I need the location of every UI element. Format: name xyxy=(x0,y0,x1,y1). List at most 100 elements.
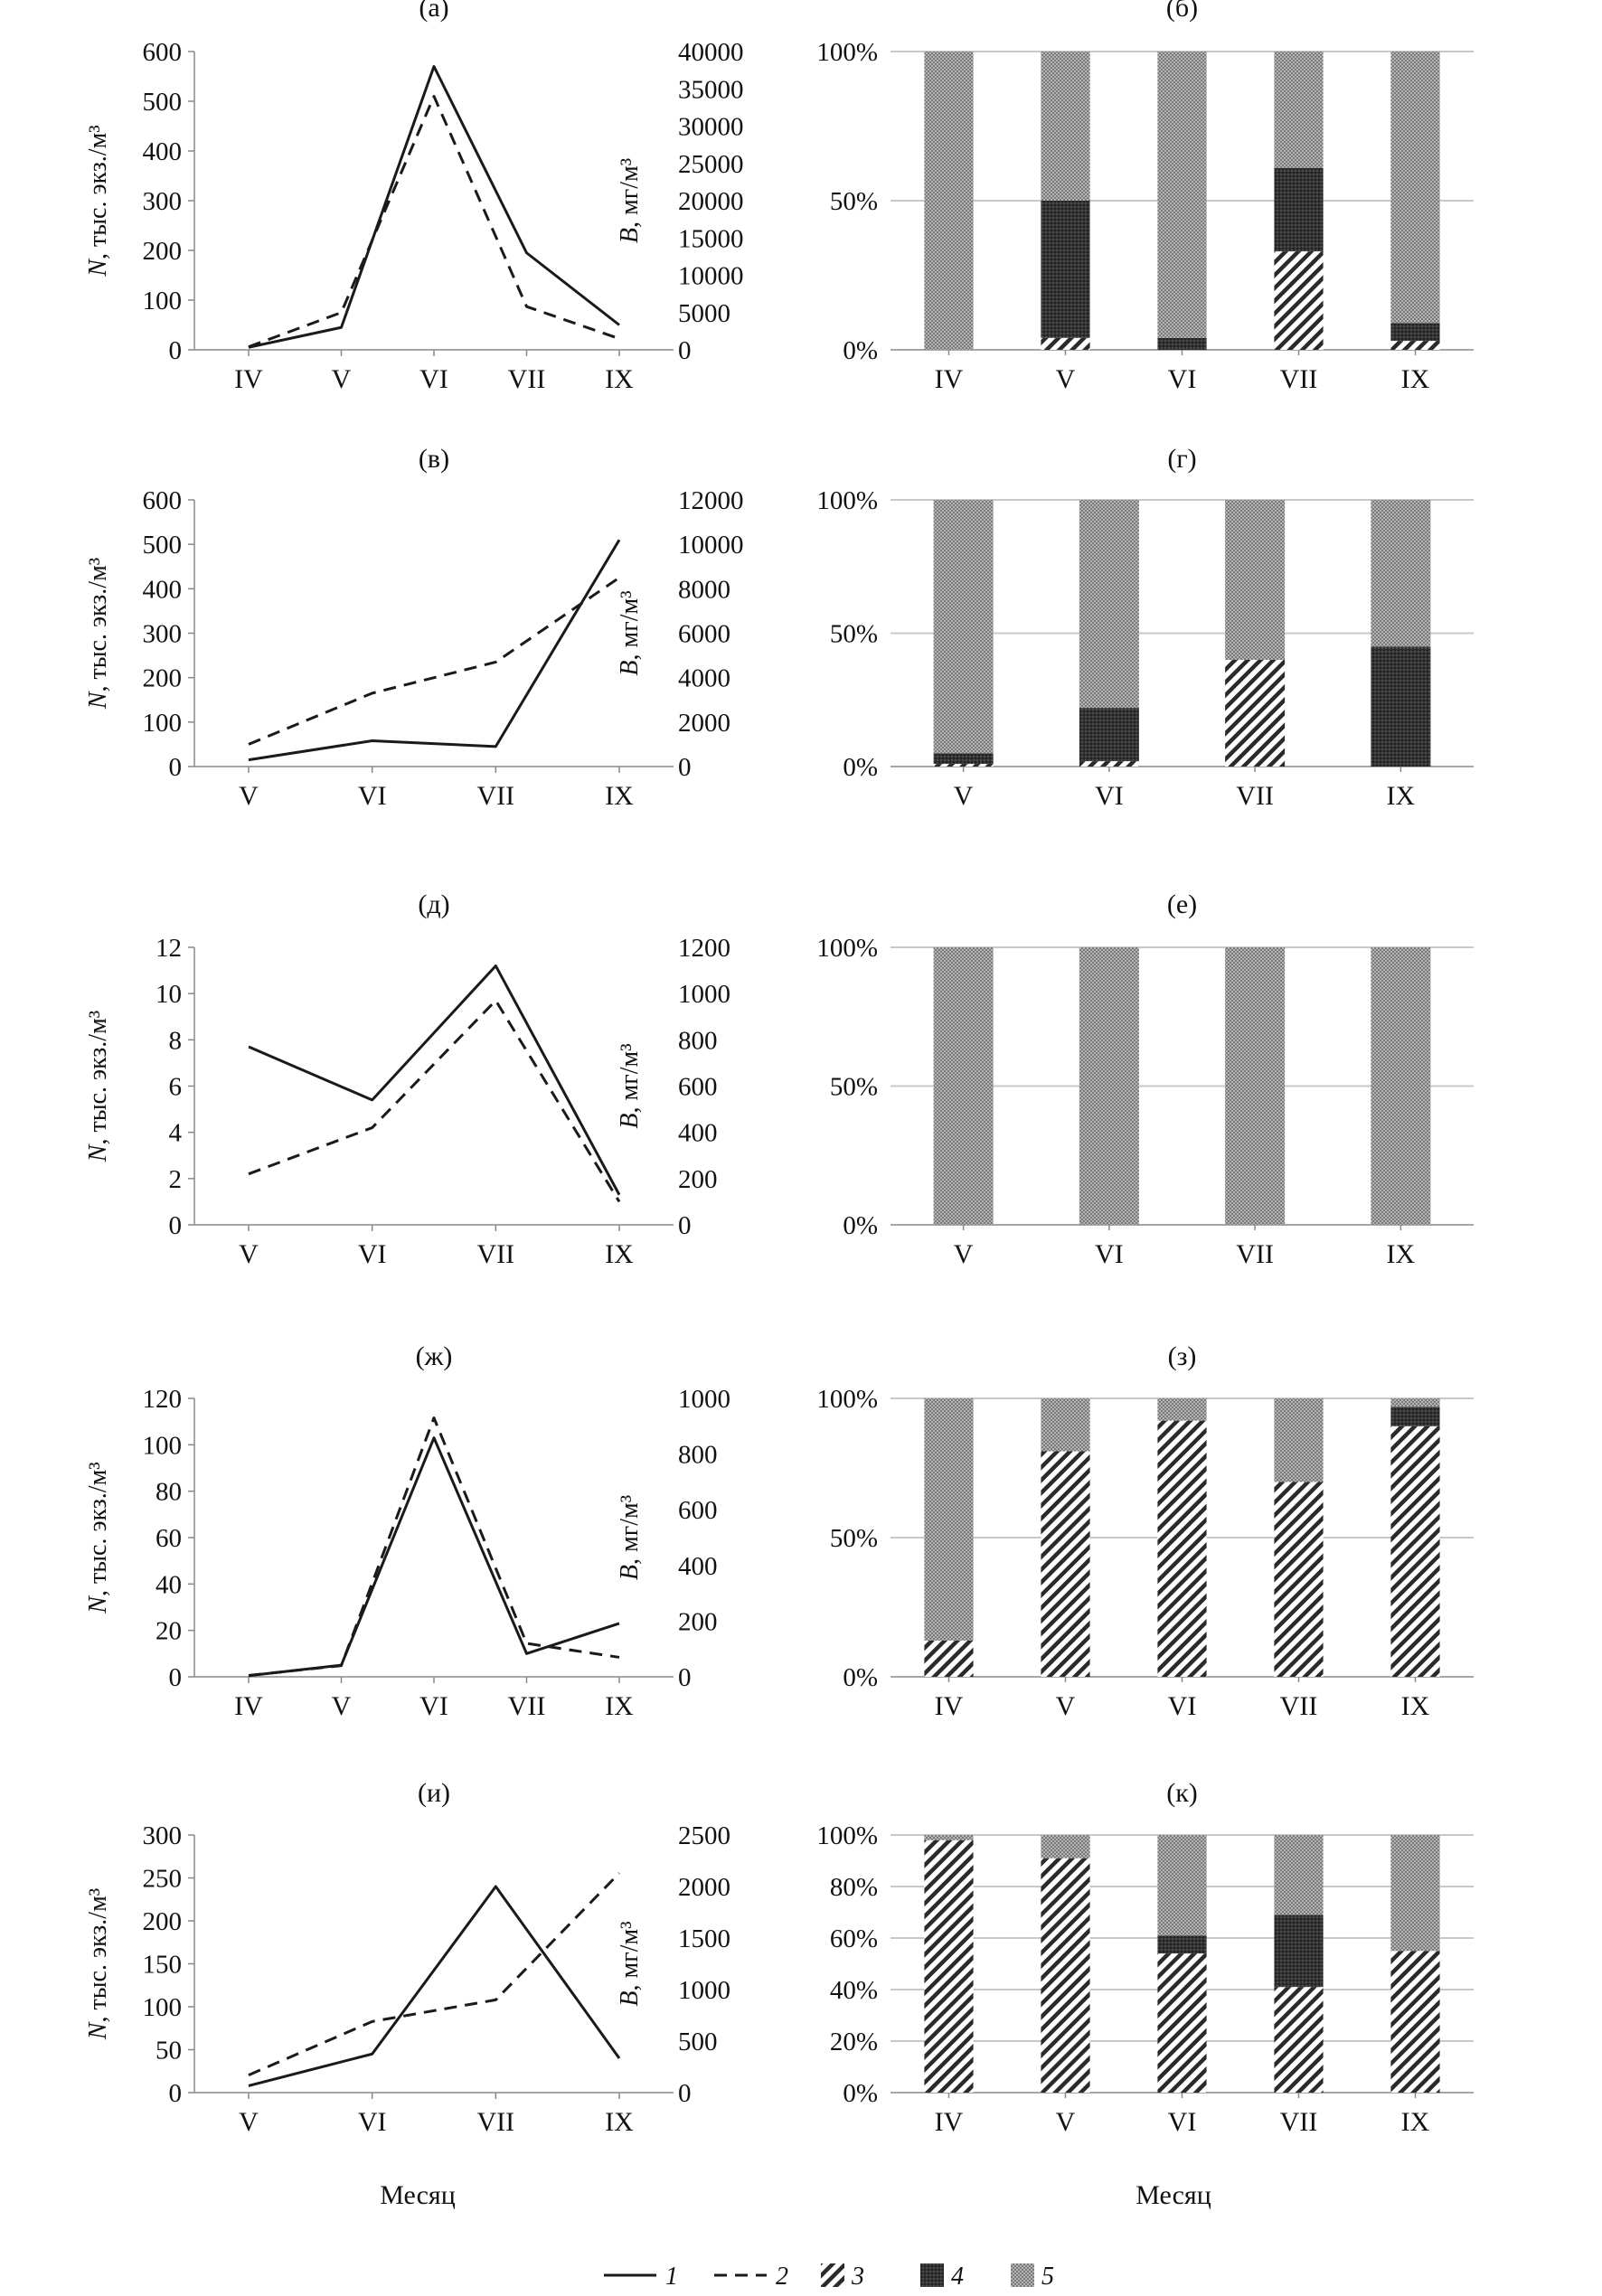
y-axis-title-left: N, тыс. экз./м³ xyxy=(84,558,112,710)
y-tick-label: 500 xyxy=(143,531,183,560)
x-tick-label: V xyxy=(239,2107,259,2137)
legend-label: 2 xyxy=(776,2263,788,2291)
bar-segment-3 xyxy=(1041,337,1090,350)
y2-tick-label: 2500 xyxy=(678,1821,730,1850)
y2-tick-label: 1200 xyxy=(678,934,730,963)
legend: 1 2 3 4 5 xyxy=(604,2263,1054,2291)
x-tick-label: IX xyxy=(1401,2107,1430,2137)
y2-tick-label: 20000 xyxy=(678,187,744,216)
y-tick-label: 250 xyxy=(143,1865,183,1894)
y-axis-title-left: N, тыс. экз./м³ xyxy=(84,125,112,277)
y-tick-label: 6 xyxy=(169,1073,183,1102)
legend-swatch-dark xyxy=(920,2263,944,2287)
x-tick-label: IX xyxy=(1387,1239,1416,1269)
y2-tick-label: 5000 xyxy=(678,299,730,328)
chart-panel-k: (к) 0% 20% 40% 60% 80% 100% IV V VI VII IX xyxy=(816,1778,1474,2137)
bar-segment-5 xyxy=(1079,500,1139,709)
y2-tick-label: 30000 xyxy=(678,113,744,142)
x-tick-label: VI xyxy=(1168,2107,1197,2137)
y-tick-label: 0 xyxy=(169,2079,183,2108)
x-tick-label: VII xyxy=(1236,1239,1274,1269)
y-tick-label: 10 xyxy=(155,980,182,1009)
bar-segment-5 xyxy=(1390,1835,1440,1952)
y-tick-label: 0% xyxy=(843,336,878,365)
bar-segment-5 xyxy=(1390,52,1440,324)
series-line-2 xyxy=(248,576,620,746)
y2-tick-label: 2000 xyxy=(678,709,730,738)
bar-segment-4 xyxy=(1041,201,1090,338)
bar-segment-4 xyxy=(1274,167,1324,252)
y-tick-label: 80% xyxy=(830,1873,878,1902)
x-tick-label: VII xyxy=(1280,2107,1318,2137)
bar-segment-5 xyxy=(1079,947,1139,1225)
y-tick-label: 300 xyxy=(143,620,183,649)
x-axis-title-right: Месяц xyxy=(1136,2180,1211,2210)
bar-segment-3 xyxy=(1390,1426,1440,1677)
y-tick-label: 4 xyxy=(169,1119,183,1148)
x-tick-label: VI xyxy=(358,1239,387,1269)
legend-item-5: 5 xyxy=(1011,2263,1054,2291)
x-tick-label: VII xyxy=(1236,781,1274,811)
x-tick-label: IX xyxy=(1387,781,1416,811)
y2-tick-label: 0 xyxy=(678,1211,692,1240)
chart-panel-g: (ж) 0 20 40 60 80 100 120 0 200 400 600 800 1000 N, ты… xyxy=(84,1341,730,1721)
x-tick-label: V xyxy=(332,364,352,394)
y-tick-label: 12 xyxy=(155,934,182,963)
bar-segment-3 xyxy=(1079,761,1139,767)
panel-label: (е) xyxy=(1167,889,1197,919)
x-tick-label: VI xyxy=(1168,1691,1197,1721)
x-tick-label: VII xyxy=(508,364,546,394)
bar-segment-4 xyxy=(933,753,994,765)
x-tick-label: VII xyxy=(1280,1691,1318,1721)
y-tick-label: 50 xyxy=(155,2037,182,2065)
bar-segment-5 xyxy=(1041,1398,1090,1452)
bar-segment-4 xyxy=(1390,1407,1440,1426)
x-tick-label: VI xyxy=(419,1691,448,1721)
bar-segment-3 xyxy=(1225,660,1286,767)
y2-tick-label: 400 xyxy=(678,1119,718,1148)
series-line-2 xyxy=(248,1872,621,2076)
y-axis-title-right: B, мг/м³ xyxy=(616,1495,644,1580)
panel-label: (з) xyxy=(1168,1341,1197,1371)
panel-label: (и) xyxy=(418,1778,450,1808)
bar-segment-4 xyxy=(1157,1935,1207,1954)
y-tick-label: 40% xyxy=(830,1976,878,2005)
bar-segment-4 xyxy=(1371,646,1431,767)
y-tick-label: 100% xyxy=(816,486,878,515)
bar-segment-5 xyxy=(1157,52,1207,338)
bar-segment-5 xyxy=(1274,1835,1324,1915)
panel-label: (д) xyxy=(418,889,449,919)
legend-item-2: 2 xyxy=(714,2263,788,2291)
y2-tick-label: 15000 xyxy=(678,224,744,253)
figure-footer: Месяц Месяц 1 2 3 4 5 xyxy=(380,2180,1211,2291)
x-tick-label: VII xyxy=(477,1239,515,1269)
bar-segment-5 xyxy=(1041,1835,1090,1858)
y-tick-label: 0 xyxy=(169,753,183,782)
bar-segment-5 xyxy=(1157,1398,1207,1421)
y2-tick-label: 200 xyxy=(678,1165,718,1194)
x-tick-label: VII xyxy=(477,2107,515,2137)
legend-swatch-light xyxy=(1011,2263,1034,2287)
y-tick-label: 50% xyxy=(830,1524,878,1553)
y2-tick-label: 12000 xyxy=(678,486,744,515)
x-tick-label: IV xyxy=(935,1691,964,1721)
y2-tick-label: 8000 xyxy=(678,575,730,604)
bar-segment-3 xyxy=(1390,341,1440,350)
x-tick-label: IX xyxy=(1401,1691,1430,1721)
x-tick-label: V xyxy=(954,781,974,811)
series-line-2 xyxy=(248,95,620,349)
series-line-1 xyxy=(248,964,621,1196)
y-axis-title-left: N, тыс. экз./м³ xyxy=(84,1888,112,2040)
y2-tick-label: 1000 xyxy=(678,980,730,1009)
panel-label: (а) xyxy=(419,0,448,23)
y-tick-label: 100% xyxy=(816,934,878,963)
y-tick-label: 300 xyxy=(143,1821,183,1850)
y-tick-label: 400 xyxy=(143,575,183,604)
bar-segment-3 xyxy=(924,1840,974,2093)
legend-label: 5 xyxy=(1041,2263,1054,2291)
x-tick-label: IV xyxy=(935,2107,964,2137)
panel-label: (ж) xyxy=(416,1341,453,1371)
bar-segment-4 xyxy=(1274,1915,1324,1988)
y-axis-title-left: N, тыс. экз./м³ xyxy=(84,1462,112,1614)
x-tick-label: VII xyxy=(477,781,515,811)
